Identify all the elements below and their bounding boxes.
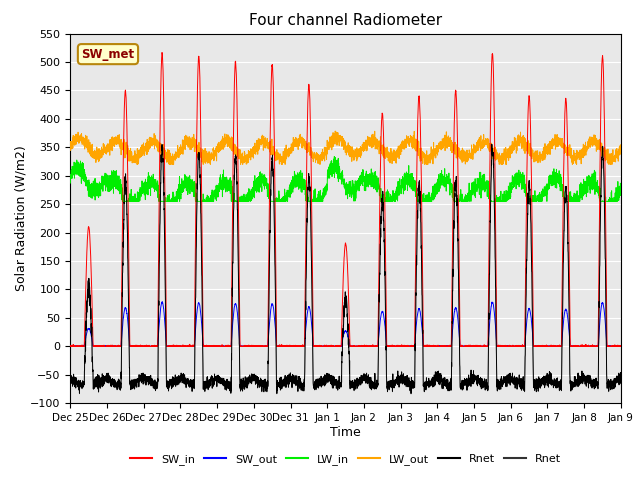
Legend: SW_in, SW_out, LW_in, LW_out, Rnet, Rnet: SW_in, SW_out, LW_in, LW_out, Rnet, Rnet [125,450,566,470]
Title: Four channel Radiometer: Four channel Radiometer [249,13,442,28]
Text: SW_met: SW_met [81,48,134,60]
X-axis label: Time: Time [330,426,361,439]
Y-axis label: Solar Radiation (W/m2): Solar Radiation (W/m2) [15,145,28,291]
